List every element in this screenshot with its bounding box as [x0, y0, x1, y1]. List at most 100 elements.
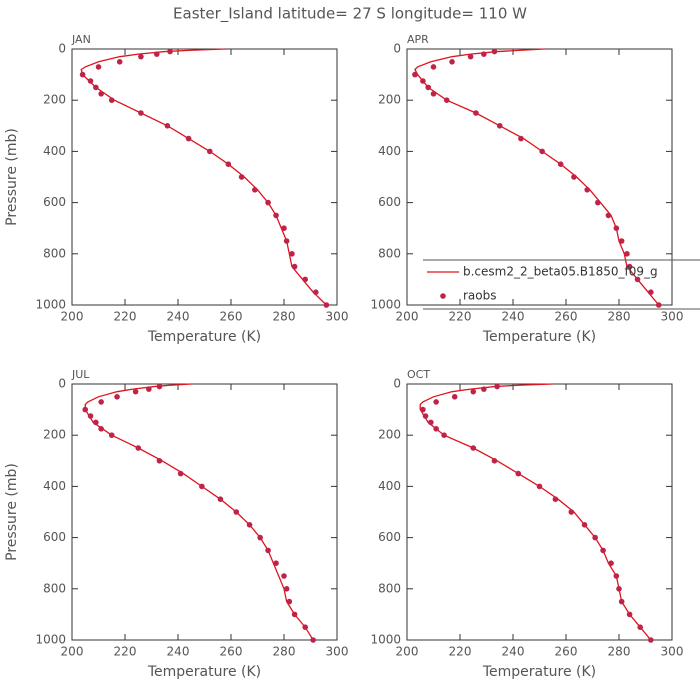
obs-point — [422, 413, 429, 419]
x-tick-label: 280 — [273, 310, 296, 324]
obs-point — [138, 110, 144, 116]
obs-point — [449, 59, 455, 65]
obs-point — [420, 78, 426, 84]
obs-point — [491, 48, 498, 55]
obs-point — [135, 445, 142, 451]
obs-point — [481, 51, 487, 57]
x-tick-label: 200 — [396, 645, 419, 659]
obs-point — [494, 383, 500, 390]
obs-point — [138, 53, 144, 60]
obs-point — [95, 64, 102, 70]
obs-point — [655, 302, 662, 308]
y-axis-label: Pressure (mb) — [4, 128, 20, 226]
obs-point — [199, 483, 205, 490]
y-tick-label: 0 — [58, 42, 66, 56]
obs-point — [618, 598, 625, 605]
obs-point — [87, 78, 94, 84]
plot-frame — [71, 383, 338, 641]
y-tick-label: 400 — [378, 479, 401, 493]
obs-point — [217, 496, 224, 503]
legend-label: raobs — [463, 289, 497, 303]
obs-point — [116, 59, 123, 65]
obs-point — [412, 71, 418, 78]
y-tick-label: 600 — [43, 530, 66, 544]
x-tick-label: 240 — [167, 645, 190, 659]
obs-point — [568, 509, 575, 515]
obs-point — [491, 458, 498, 464]
x-tick-label: 280 — [273, 645, 296, 659]
x-tick-label: 300 — [326, 645, 349, 659]
obs-point — [571, 174, 577, 180]
obs-point — [481, 386, 487, 392]
obs-point — [313, 289, 319, 296]
obs-point — [425, 84, 432, 91]
obs-point — [323, 302, 330, 308]
obs-point — [443, 97, 450, 103]
x-axis-label: Temperature (K) — [147, 329, 261, 345]
obs-point — [273, 560, 279, 566]
obs-point — [470, 445, 477, 451]
obs-point — [310, 637, 316, 643]
x-tick-label: 220 — [449, 645, 472, 659]
obs-point — [114, 394, 120, 400]
obs-point — [177, 470, 184, 477]
plot-frame — [406, 383, 673, 641]
obs-point — [154, 51, 160, 57]
obs-point — [98, 91, 104, 97]
obs-point — [428, 419, 434, 426]
obs-point — [246, 522, 253, 528]
obs-point — [634, 276, 641, 283]
obs-point — [648, 289, 654, 296]
obs-point — [539, 148, 545, 155]
obs-point — [108, 432, 115, 439]
obs-point — [470, 388, 477, 395]
y-tick-label: 200 — [43, 93, 66, 107]
x-tick-label: 300 — [326, 310, 349, 324]
obs-point — [613, 225, 620, 231]
obs-point — [608, 560, 614, 566]
y-tick-label: 0 — [393, 377, 401, 391]
obs-point — [552, 496, 559, 503]
obs-point — [430, 91, 437, 97]
obs-point — [257, 534, 263, 541]
obs-point — [93, 419, 99, 426]
obs-point — [164, 123, 171, 129]
obs-point — [430, 64, 437, 70]
y-tick-label: 400 — [43, 144, 66, 158]
panel-title: OCT — [407, 368, 430, 381]
obs-point — [252, 187, 258, 193]
x-tick-label: 260 — [555, 310, 578, 324]
obs-point — [265, 547, 271, 554]
x-tick-label: 220 — [114, 310, 137, 324]
y-tick-label: 0 — [393, 42, 401, 56]
obs-point — [156, 383, 163, 390]
y-tick-label: 200 — [378, 93, 401, 107]
y-tick-label: 800 — [378, 246, 401, 260]
obs-point — [441, 432, 447, 439]
panel-title: JAN — [71, 33, 91, 46]
figure-title: Easter_Island latitude= 27 S longitude= … — [173, 5, 527, 24]
x-tick-label: 300 — [661, 645, 684, 659]
y-tick-label: 600 — [378, 195, 401, 209]
obs-point — [233, 509, 240, 515]
y-tick-label: 400 — [43, 479, 66, 493]
model-line — [80, 48, 327, 306]
obs-point — [496, 123, 503, 129]
obs-point — [281, 573, 287, 579]
obs-point — [467, 53, 474, 60]
obs-point — [605, 212, 612, 219]
y-tick-label: 800 — [43, 246, 66, 260]
obs-point — [238, 174, 245, 180]
y-tick-label: 400 — [378, 144, 401, 158]
obs-point — [557, 161, 564, 167]
x-tick-label: 240 — [502, 645, 525, 659]
y-tick-label: 1000 — [35, 633, 66, 647]
obs-point — [581, 522, 588, 528]
y-axis-label: Pressure (mb) — [4, 463, 20, 561]
y-tick-label: 800 — [43, 581, 66, 595]
obs-point — [98, 399, 104, 405]
obs-point — [600, 547, 606, 554]
y-tick-label: 1000 — [35, 298, 66, 312]
y-tick-label: 600 — [43, 195, 66, 209]
